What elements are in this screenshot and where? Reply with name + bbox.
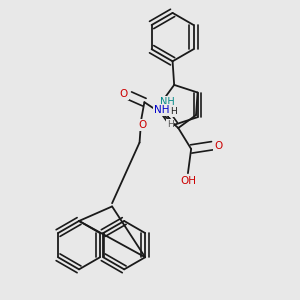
Text: NH: NH (160, 97, 175, 106)
Text: H: H (167, 120, 174, 129)
Text: O: O (119, 89, 128, 99)
Text: O: O (214, 141, 223, 151)
Text: O: O (139, 120, 147, 130)
Text: NH: NH (154, 105, 170, 115)
Text: H: H (170, 107, 177, 116)
Text: OH: OH (180, 176, 196, 186)
